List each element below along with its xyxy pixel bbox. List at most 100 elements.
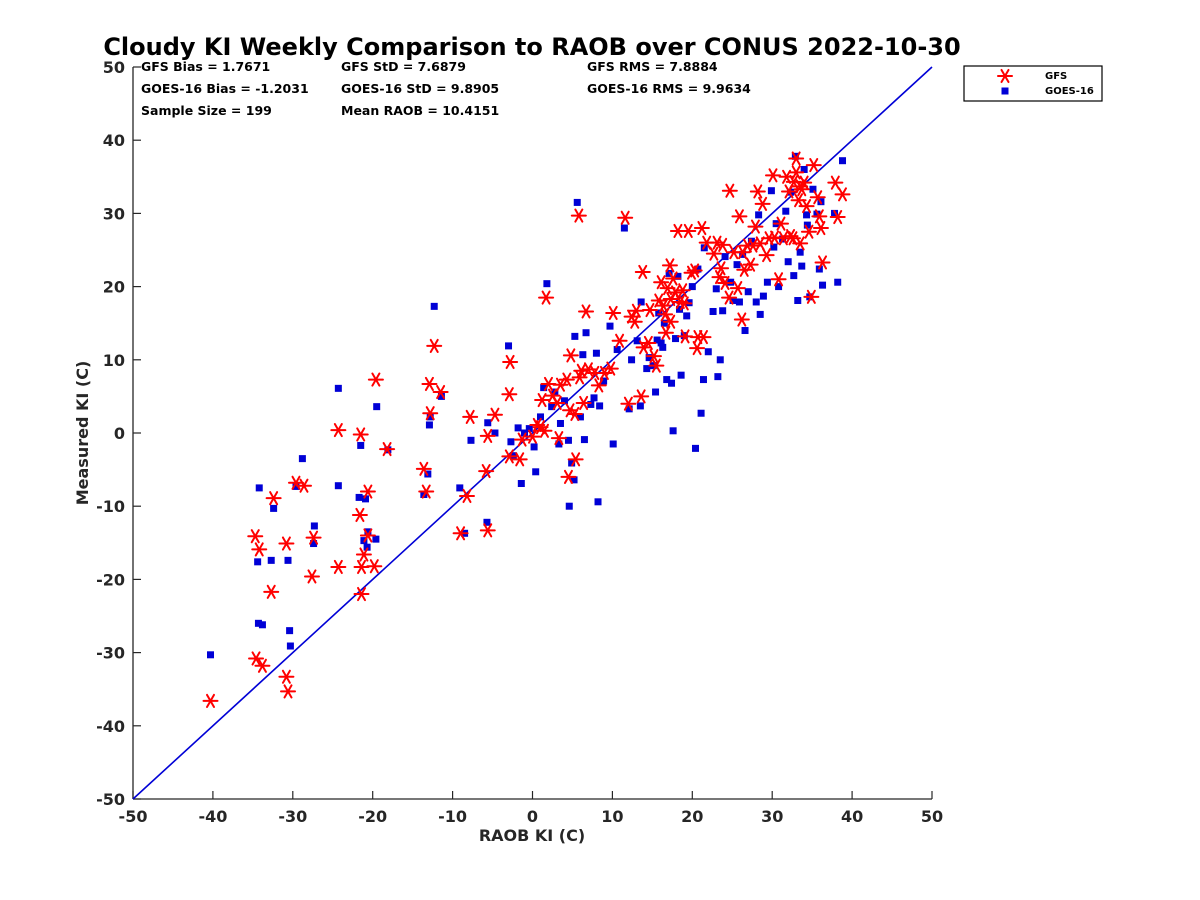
gfs-point: [798, 199, 815, 214]
x-tick-label: -20: [358, 807, 387, 826]
gfs-point: [379, 442, 396, 457]
goes16-point: [733, 261, 741, 269]
goes16-point: [709, 307, 717, 315]
goes16-point: [592, 349, 600, 357]
goes16-point: [362, 495, 370, 503]
x-axis-label: RAOB KI (C): [479, 826, 585, 845]
y-tick-label: 10: [103, 351, 125, 370]
goes16-point: [719, 307, 727, 315]
gfs-point: [549, 395, 566, 411]
goes16-point: [613, 346, 621, 354]
goes16-point: [582, 329, 590, 337]
gfs-point: [550, 431, 567, 446]
goes16-point: [677, 371, 685, 379]
goes16-point: [357, 441, 365, 449]
gfs-point: [452, 526, 469, 541]
gfs-point: [674, 283, 691, 298]
goes16-point: [652, 388, 660, 396]
goes16-point: [729, 297, 737, 305]
goes16-point: [556, 419, 564, 427]
gfs-point: [733, 312, 750, 327]
gfs-point: [578, 304, 595, 319]
goes16-point: [521, 429, 529, 437]
goes16-point: [568, 459, 576, 467]
y-tick-label: -50: [96, 790, 125, 809]
goes16-point: [364, 528, 372, 536]
stat-goes-std: GOES-16 StD = 9.8905: [341, 81, 499, 96]
goes16-point: [699, 376, 707, 384]
goes16-point: [514, 424, 522, 432]
goes16-point: [254, 558, 262, 566]
goes16-point: [517, 480, 525, 488]
stat-mean-raob: Mean RAOB = 10.4151: [341, 103, 499, 118]
goes16-point: [796, 248, 804, 256]
goes16-point: [744, 288, 752, 296]
gfs-point: [353, 559, 370, 575]
goes16-point: [839, 157, 847, 165]
goes16-point: [674, 272, 682, 280]
gfs-point: [800, 224, 817, 239]
goes16-point: [437, 392, 445, 400]
gfs-point: [359, 528, 376, 543]
goes16-point: [645, 354, 653, 362]
gfs-point: [662, 314, 679, 329]
stat-goes-rms: GOES-16 RMS = 9.9634: [587, 81, 751, 96]
legend: GFS GOES-16: [963, 65, 1103, 102]
gfs-point: [665, 271, 682, 286]
gfs-point: [573, 363, 590, 378]
gfs-point: [351, 507, 368, 523]
gfs-point: [788, 151, 805, 166]
goes16-point: [798, 262, 806, 270]
gfs-point: [745, 238, 762, 253]
gfs-point: [562, 348, 579, 363]
gfs-point: [570, 208, 587, 223]
gfs-point: [661, 258, 678, 273]
goes16-point: [716, 356, 724, 364]
gfs-point: [330, 559, 347, 575]
goes16-point: [794, 297, 802, 305]
gfs-point: [611, 333, 628, 348]
goes16-point: [803, 221, 811, 229]
gfs-point: [534, 392, 551, 408]
gfs-point: [676, 296, 693, 311]
legend-gfs-asterisk: [997, 68, 1013, 84]
goes16-point: [491, 429, 499, 437]
goes16-point: [697, 409, 705, 417]
goes16-point: [834, 278, 842, 286]
gfs-point: [792, 179, 809, 194]
goes16-point: [633, 337, 641, 345]
gfs-point: [278, 669, 295, 684]
gfs-point: [617, 210, 634, 225]
y-tick-label: -30: [96, 644, 125, 663]
gfs-point: [633, 389, 650, 404]
gfs-point: [305, 530, 322, 545]
goes16-point: [752, 298, 760, 306]
gfs-point: [263, 584, 280, 599]
gfs-point: [426, 338, 443, 353]
x-tick-label: -10: [438, 807, 467, 826]
gfs-point: [772, 216, 789, 231]
goes16-point: [258, 621, 266, 629]
gfs-point: [251, 542, 268, 557]
goes16-point: [334, 384, 342, 392]
gfs-point: [742, 257, 759, 272]
gfs-point: [355, 547, 372, 562]
gfs-point: [536, 423, 553, 438]
gfs-point: [501, 449, 518, 464]
gfs-point: [805, 158, 822, 173]
x-tick-label: 50: [921, 807, 943, 826]
goes16-point: [525, 425, 533, 433]
goes16-point: [425, 421, 433, 429]
goes16-point: [548, 403, 556, 411]
gfs-point: [478, 464, 495, 479]
goes16-point: [609, 440, 617, 448]
goes16-point: [355, 493, 363, 501]
gfs-point: [248, 651, 265, 666]
gfs-point: [265, 491, 282, 506]
gfs-point: [811, 209, 828, 224]
stat-gfs-bias: GFS Bias = 1.7671: [141, 59, 270, 74]
data-points-layer: [202, 151, 851, 708]
gfs-point: [713, 261, 730, 276]
gfs-point: [330, 423, 347, 438]
